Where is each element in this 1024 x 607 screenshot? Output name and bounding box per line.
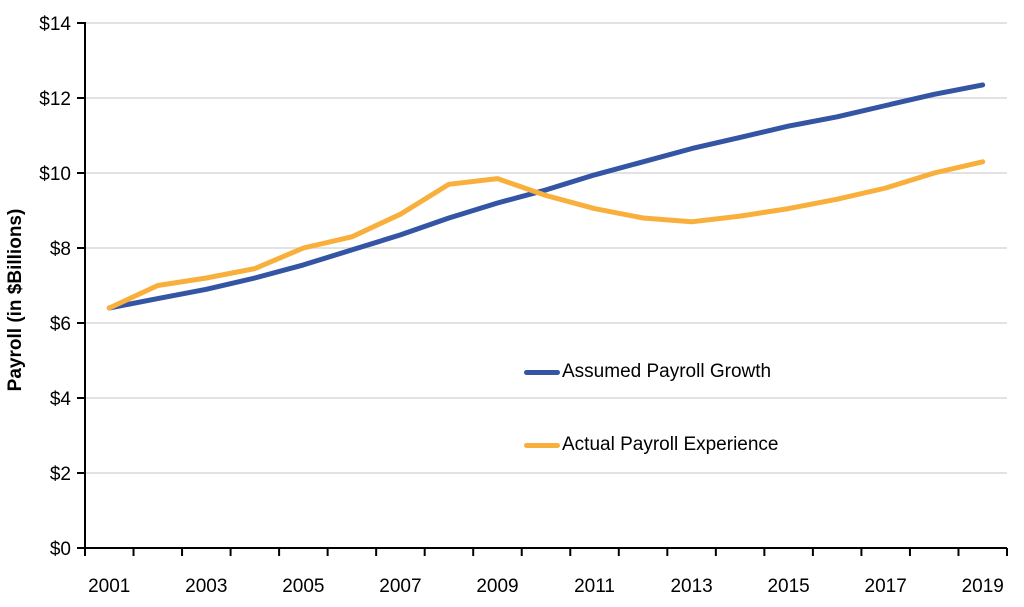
x-tick-label-2015: 2015 <box>767 576 809 597</box>
x-tick-label-2001: 2001 <box>88 576 130 597</box>
y-tick-label-10: $10 <box>39 164 71 185</box>
legend-swatch-actual-payroll-experience-icon <box>524 442 560 448</box>
x-tick-label-2007: 2007 <box>379 576 421 597</box>
legend-item-assumed-payroll-growth: Assumed Payroll Growth <box>524 361 771 383</box>
legend-label-assumed-payroll-growth: Assumed Payroll Growth <box>562 361 772 382</box>
series-line-1 <box>106 159 986 311</box>
y-tick-label-0: $0 <box>50 539 71 560</box>
legend-label-actual-payroll-experience: Actual Payroll Experience <box>562 434 779 455</box>
x-tick-label-2009: 2009 <box>476 576 518 597</box>
y-axis-title: Payroll (in $Billions) <box>5 208 26 392</box>
y-tick-label-14: $14 <box>39 14 71 35</box>
x-tick-label-2019: 2019 <box>962 576 1004 597</box>
y-tick-label-2: $2 <box>50 464 71 485</box>
x-tick-label-2005: 2005 <box>282 576 324 597</box>
x-tick-label-2013: 2013 <box>670 576 712 597</box>
y-tick-label-12: $12 <box>39 89 71 110</box>
series-line-0 <box>106 82 986 311</box>
y-tick-label-8: $8 <box>50 239 71 260</box>
x-tick-label-2017: 2017 <box>865 576 907 597</box>
x-tick-label-2011: 2011 <box>574 576 615 597</box>
y-tick-label-6: $6 <box>50 314 71 335</box>
y-tick-label-4: $4 <box>50 389 72 410</box>
x-tick-label-2003: 2003 <box>185 576 227 597</box>
legend-item-actual-payroll-experience: Actual Payroll Experience <box>524 434 779 456</box>
legend-swatch-assumed-payroll-growth-icon <box>524 369 560 375</box>
